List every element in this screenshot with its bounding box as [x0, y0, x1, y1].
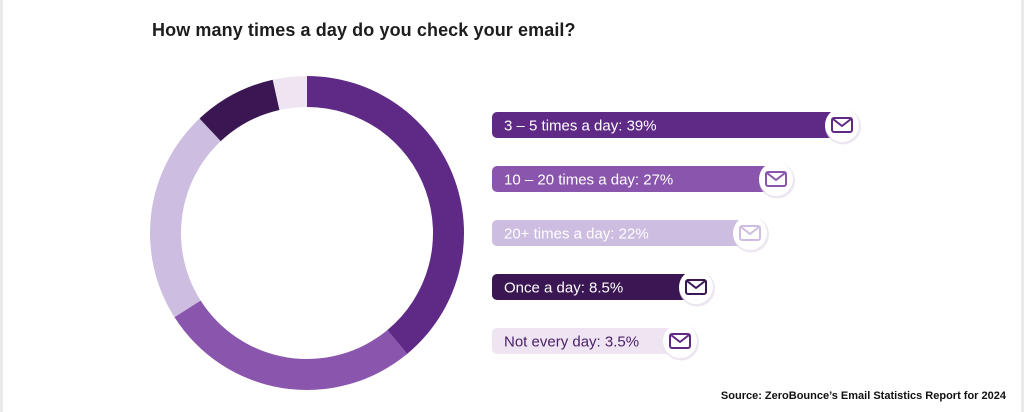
bar-item-3: 20+ times a day: 22% — [492, 216, 769, 253]
bar-item-5: Not every day: 3.5% — [492, 324, 699, 361]
donut-slice-2 — [174, 300, 408, 390]
bar-5 — [492, 328, 680, 354]
bar-3 — [492, 220, 750, 246]
bar-label-1: 3 – 5 times a day: 39% — [504, 118, 657, 135]
bar-item-1: 3 – 5 times a day: 39% — [492, 108, 861, 145]
bar-label-3: 20+ times a day: 22% — [504, 226, 649, 243]
envelope-icon — [825, 108, 861, 145]
donut-slice-3 — [150, 118, 221, 318]
envelope-icon — [759, 162, 795, 199]
envelope-icon — [733, 216, 769, 253]
bar-item-2: 10 – 20 times a day: 27% — [492, 162, 795, 199]
bar-label-4: Once a day: 8.5% — [504, 280, 623, 297]
bar-item-4: Once a day: 8.5% — [492, 270, 715, 307]
donut-slice-5 — [272, 76, 307, 111]
envelope-icon — [663, 324, 699, 361]
donut-slice-1 — [307, 76, 465, 354]
chart-title: How many times a day do you check your e… — [152, 20, 576, 40]
bar-1 — [492, 112, 842, 138]
envelope-icon — [679, 270, 715, 307]
bar-label-2: 10 – 20 times a day: 27% — [504, 172, 673, 189]
source-note: Source: ZeroBounce’s Email Statistics Re… — [720, 390, 1006, 402]
bar-4 — [492, 274, 696, 300]
donut-slice-4 — [199, 79, 280, 142]
bar-2 — [492, 166, 776, 192]
bar-label-5: Not every day: 3.5% — [504, 334, 639, 351]
